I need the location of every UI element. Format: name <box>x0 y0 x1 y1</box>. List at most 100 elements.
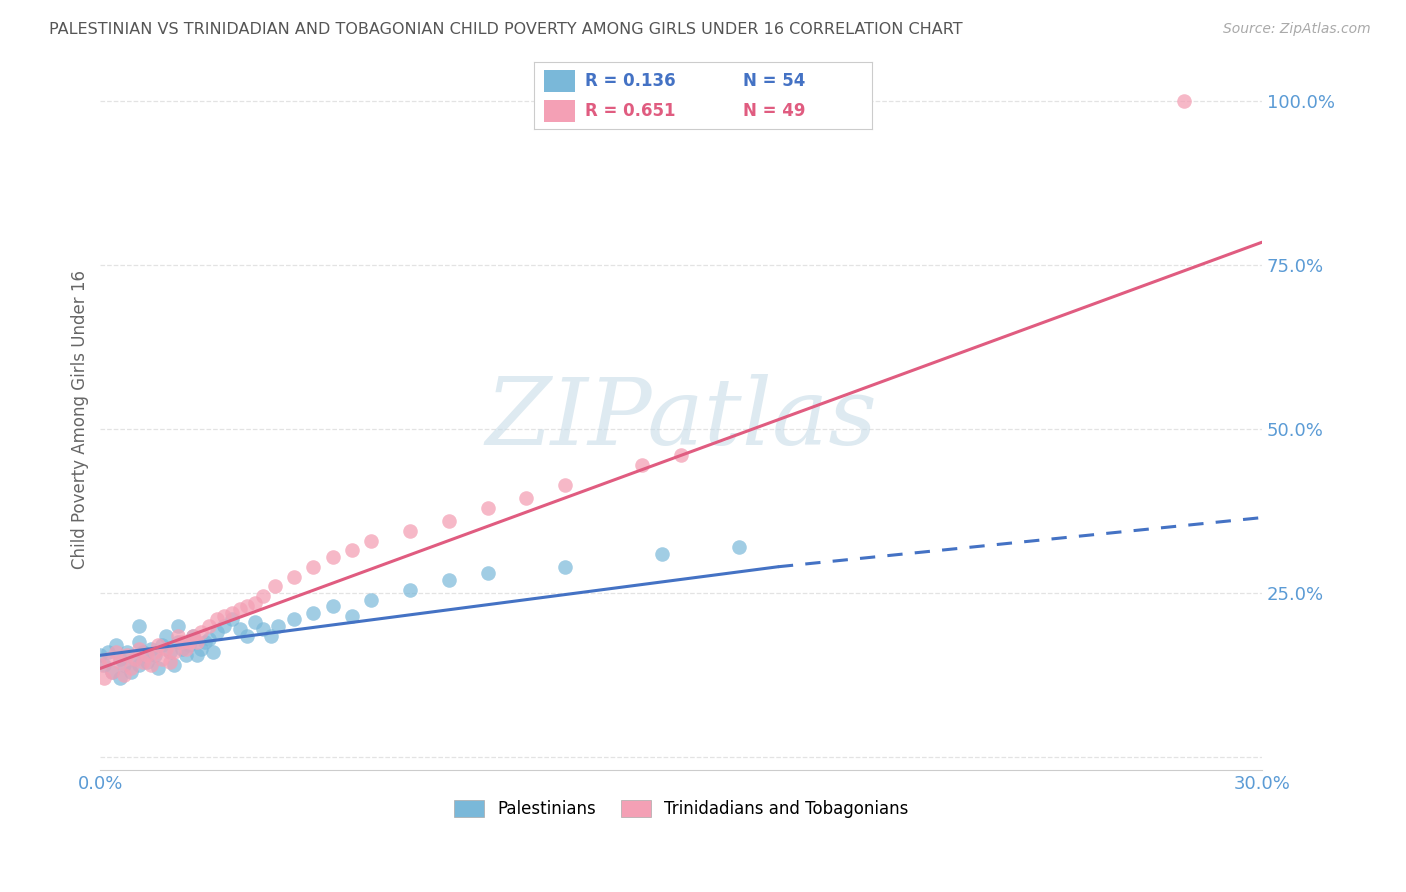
Point <box>97 651 120 665</box>
Point <box>181 629 204 643</box>
Text: ZIPatlas: ZIPatlas <box>485 375 877 464</box>
Point <box>360 533 382 548</box>
Point <box>117 648 139 663</box>
Point <box>728 540 751 554</box>
Point <box>128 619 150 633</box>
Point <box>139 658 162 673</box>
FancyBboxPatch shape <box>544 100 575 122</box>
Point <box>166 629 188 643</box>
Point <box>132 655 155 669</box>
Point <box>197 619 219 633</box>
Y-axis label: Child Poverty Among Girls Under 16: Child Poverty Among Girls Under 16 <box>72 269 89 569</box>
Point <box>120 661 142 675</box>
Point <box>236 629 259 643</box>
Point <box>205 612 228 626</box>
Point <box>229 602 252 616</box>
Point <box>477 566 499 581</box>
Point <box>128 641 150 656</box>
Point <box>101 665 124 679</box>
Point <box>190 625 212 640</box>
Text: Source: ZipAtlas.com: Source: ZipAtlas.com <box>1223 22 1371 37</box>
Point <box>245 615 267 630</box>
Point <box>186 648 208 663</box>
Point <box>89 648 111 663</box>
Point <box>260 629 283 643</box>
Point <box>174 641 197 656</box>
Point <box>170 641 193 656</box>
Point <box>399 524 422 538</box>
Point <box>360 592 382 607</box>
Point <box>163 658 186 673</box>
Text: R = 0.136: R = 0.136 <box>585 72 675 90</box>
Point <box>112 668 135 682</box>
Point <box>159 645 181 659</box>
Point <box>93 671 115 685</box>
Point <box>340 609 363 624</box>
Point <box>179 639 201 653</box>
Point <box>148 639 170 653</box>
Point <box>194 635 217 649</box>
Point <box>322 549 344 564</box>
Point <box>201 645 224 659</box>
Point <box>155 629 177 643</box>
Point <box>190 641 212 656</box>
Point <box>120 665 142 679</box>
Point <box>197 632 219 646</box>
Point <box>108 655 131 669</box>
Legend: Palestinians, Trinidadians and Tobagonians: Palestinians, Trinidadians and Tobagonia… <box>447 793 915 825</box>
Point <box>267 619 290 633</box>
Point <box>205 625 228 640</box>
Point <box>236 599 259 613</box>
Point <box>252 589 274 603</box>
Point <box>283 569 305 583</box>
Point <box>181 629 204 643</box>
Point <box>108 651 131 665</box>
FancyBboxPatch shape <box>544 70 575 92</box>
Text: N = 49: N = 49 <box>744 102 806 120</box>
Point <box>155 641 177 656</box>
Point <box>302 559 325 574</box>
Point <box>170 635 193 649</box>
Point <box>104 645 127 659</box>
Point <box>93 658 115 673</box>
Point <box>437 573 460 587</box>
Point <box>477 500 499 515</box>
Point <box>245 596 267 610</box>
Point <box>302 606 325 620</box>
Point <box>212 619 235 633</box>
Point <box>631 458 654 472</box>
Text: N = 54: N = 54 <box>744 72 806 90</box>
Point <box>221 606 243 620</box>
Point <box>263 579 285 593</box>
Point <box>283 612 305 626</box>
Point <box>221 612 243 626</box>
Point <box>554 559 576 574</box>
Text: PALESTINIAN VS TRINIDADIAN AND TOBAGONIAN CHILD POVERTY AMONG GIRLS UNDER 16 COR: PALESTINIAN VS TRINIDADIAN AND TOBAGONIA… <box>49 22 963 37</box>
Point <box>128 658 150 673</box>
Point <box>229 622 252 636</box>
Point <box>554 478 576 492</box>
Point <box>148 661 170 675</box>
Point <box>104 639 127 653</box>
Point <box>97 645 120 659</box>
Point <box>124 651 146 665</box>
Point <box>159 655 181 669</box>
Point <box>399 582 422 597</box>
Point <box>179 635 201 649</box>
Point <box>117 645 139 659</box>
Point <box>132 645 155 659</box>
Point <box>163 645 186 659</box>
Point <box>1173 95 1195 109</box>
Point <box>135 655 157 669</box>
Point <box>166 619 188 633</box>
Point <box>515 491 537 505</box>
Point <box>186 635 208 649</box>
Text: R = 0.651: R = 0.651 <box>585 102 675 120</box>
Point <box>212 609 235 624</box>
Point <box>174 648 197 663</box>
Point <box>135 648 157 663</box>
Point <box>166 635 188 649</box>
Point <box>669 448 692 462</box>
Point <box>651 547 673 561</box>
Point <box>89 658 111 673</box>
